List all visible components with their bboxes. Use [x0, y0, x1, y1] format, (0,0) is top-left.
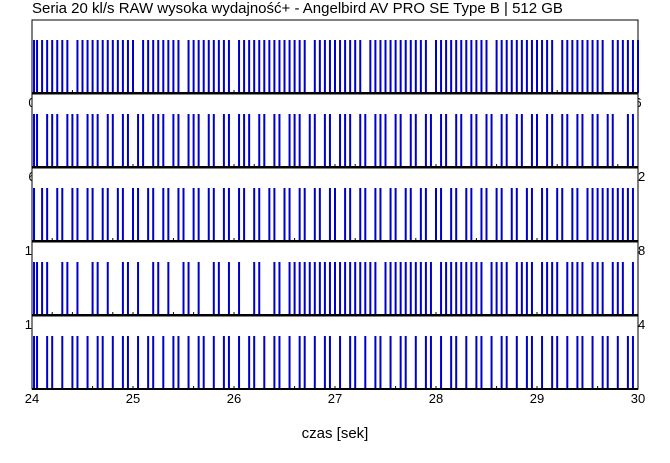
timeline-row-2: 6789101112 — [28, 93, 645, 184]
timeline-row-3: 12131415161718 — [25, 167, 645, 258]
tick-label: 26 — [227, 391, 241, 406]
tick-label: 24 — [25, 391, 39, 406]
tick-label: 25 — [126, 391, 140, 406]
plot-area — [31, 315, 639, 390]
chart-title: Seria 20 kl/s RAW wysoka wydajność+ - An… — [32, 0, 563, 17]
x-axis-label: czas [sek] — [301, 425, 369, 442]
tick-label: 27 — [328, 391, 342, 406]
timeline-row-5: 24 25 26 27 28 29 30 — [25, 315, 645, 406]
tick-label: 30 — [631, 391, 645, 406]
tick-label: 28 — [429, 391, 443, 406]
tick-label: 29 — [530, 391, 544, 406]
timeline-row-4: 18192021222324 — [25, 241, 645, 332]
